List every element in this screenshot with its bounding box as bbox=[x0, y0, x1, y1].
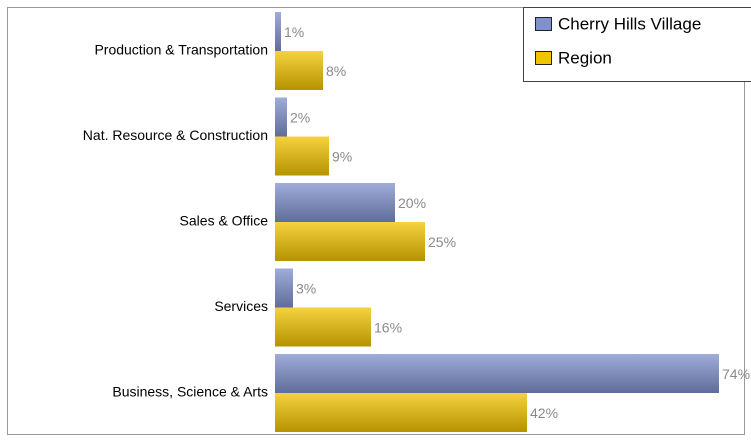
legend-swatch bbox=[535, 51, 552, 65]
bar bbox=[275, 183, 395, 222]
value-label: 9% bbox=[332, 149, 352, 165]
bar bbox=[275, 354, 719, 393]
value-label: 74% bbox=[722, 366, 750, 382]
legend-swatch bbox=[535, 17, 552, 31]
bar bbox=[275, 393, 527, 432]
category-label: Production & Transportation bbox=[94, 42, 268, 58]
value-label: 25% bbox=[428, 234, 456, 250]
value-label: 16% bbox=[374, 320, 402, 336]
bar bbox=[275, 97, 287, 137]
value-label: 42% bbox=[530, 405, 558, 421]
legend-label: Region bbox=[558, 48, 612, 67]
category-label: Services bbox=[214, 298, 268, 314]
category-label: Sales & Office bbox=[180, 213, 269, 229]
value-label: 2% bbox=[290, 110, 310, 126]
legend-label: Cherry Hills Village bbox=[558, 14, 701, 33]
value-label: 8% bbox=[326, 63, 346, 79]
bar bbox=[275, 307, 371, 347]
bar bbox=[275, 136, 329, 176]
bar bbox=[275, 12, 281, 51]
bar bbox=[275, 268, 293, 308]
value-label: 1% bbox=[284, 24, 304, 40]
category-label: Business, Science & Arts bbox=[112, 384, 268, 400]
bar bbox=[275, 222, 425, 261]
bar bbox=[275, 51, 323, 90]
value-label: 20% bbox=[398, 195, 426, 211]
category-label: Nat. Resource & Construction bbox=[83, 127, 268, 143]
legend-box bbox=[523, 7, 751, 82]
value-label: 3% bbox=[296, 281, 316, 297]
